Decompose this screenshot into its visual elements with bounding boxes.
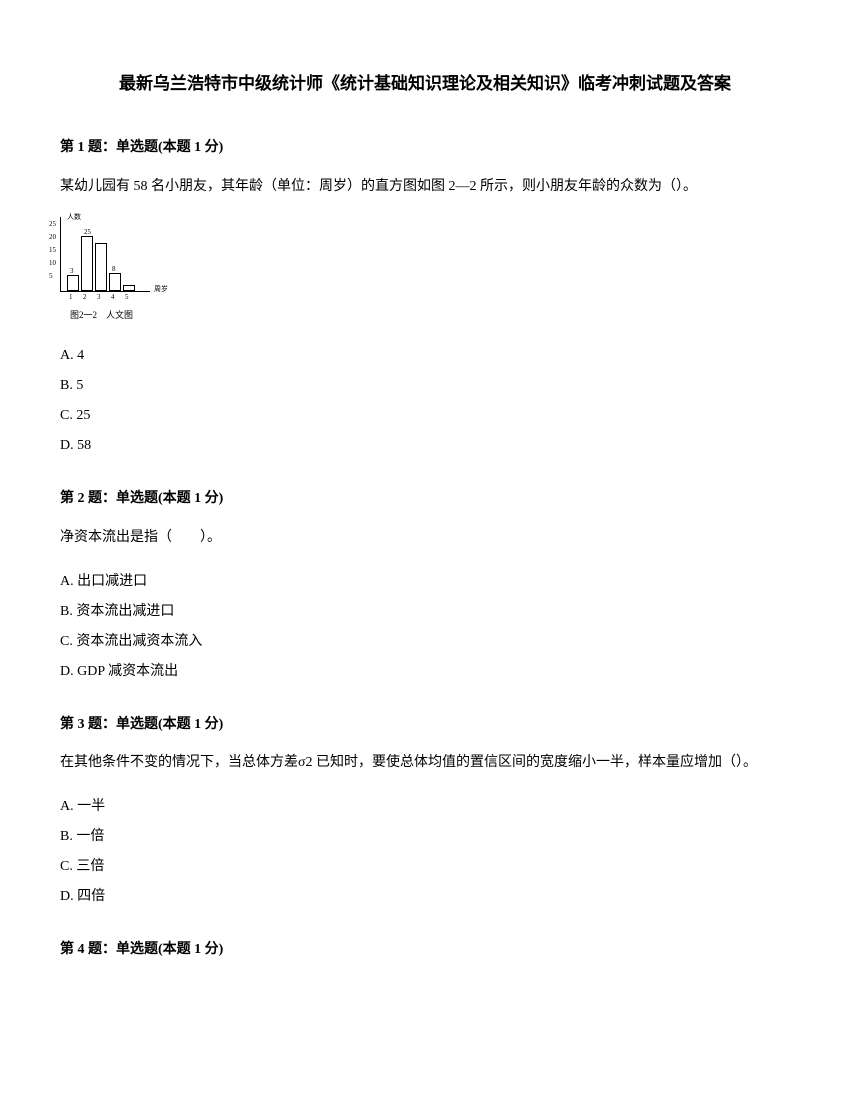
question-2-text: 净资本流出是指（ ）。 [60,525,790,550]
chart-bar: 25 [81,236,93,291]
chart-bar [95,243,107,291]
option-c: C. 25 [60,402,790,430]
y-tick: 25 [49,219,56,230]
y-tick: 15 [49,245,56,256]
question-1-header: 第 1 题：单选题(本题 1 分) [60,137,790,159]
option-b: B. 5 [60,372,790,400]
y-tick: 10 [49,258,56,269]
option-a: A. 4 [60,342,790,370]
x-tick: 3 [97,292,101,303]
chart-bar: 3 [67,275,79,291]
option-a: A. 一半 [60,793,790,821]
x-tick: 1 [69,292,73,303]
option-c: C. 三倍 [60,853,790,881]
question-2-header: 第 2 题：单选题(本题 1 分) [60,488,790,510]
x-tick: 4 [111,292,115,303]
option-b: B. 资本流出减进口 [60,598,790,626]
chart-caption: 图2一2 人文图 [70,308,790,322]
option-c: C. 资本流出减资本流入 [60,628,790,656]
y-tick: 20 [49,232,56,243]
x-tick: 2 [83,292,87,303]
question-3: 第 3 题：单选题(本题 1 分) 在其他条件不变的情况下，当总体方差σ2 已知… [60,714,790,912]
option-a: A. 出口减进口 [60,568,790,596]
x-tick: 5 [125,292,129,303]
option-d: D. 58 [60,432,790,460]
question-1-text: 某幼儿园有 58 名小朋友，其年龄（单位：周岁）的直方图如图 2—2 所示，则小… [60,174,790,199]
chart-bar: 8 [109,273,121,291]
question-2: 第 2 题：单选题(本题 1 分) 净资本流出是指（ ）。 A. 出口减进口 B… [60,488,790,686]
question-4: 第 4 题：单选题(本题 1 分) [60,939,790,961]
chart-bar [123,285,135,291]
y-axis-label: 人数 [67,212,81,223]
question-1: 第 1 题：单选题(本题 1 分) 某幼儿园有 58 名小朋友，其年龄（单位：周… [60,137,790,460]
x-axis-label: 周岁 [154,284,168,295]
option-d: D. GDP 减资本流出 [60,658,790,686]
option-b: B. 一倍 [60,823,790,851]
question-3-text: 在其他条件不变的情况下，当总体方差σ2 已知时，要使总体均值的置信区间的宽度缩小… [60,750,790,775]
histogram-chart: 人数 周岁 25 20 15 10 5 3 25 8 1 2 3 4 5 图2一… [60,217,790,322]
question-3-header: 第 3 题：单选题(本题 1 分) [60,714,790,736]
question-4-header: 第 4 题：单选题(本题 1 分) [60,939,790,961]
document-title: 最新乌兰浩特市中级统计师《统计基础知识理论及相关知识》临考冲刺试题及答案 [60,70,790,97]
y-tick: 5 [49,271,53,282]
option-d: D. 四倍 [60,883,790,911]
